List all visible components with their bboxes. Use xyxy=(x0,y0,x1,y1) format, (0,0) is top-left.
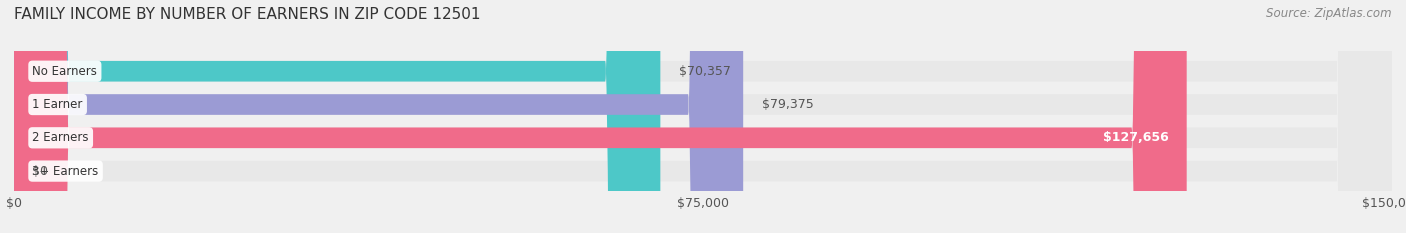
Text: No Earners: No Earners xyxy=(32,65,97,78)
Text: 2 Earners: 2 Earners xyxy=(32,131,89,144)
FancyBboxPatch shape xyxy=(14,0,1187,233)
Text: $79,375: $79,375 xyxy=(762,98,813,111)
FancyBboxPatch shape xyxy=(14,0,744,233)
Text: $127,656: $127,656 xyxy=(1102,131,1168,144)
FancyBboxPatch shape xyxy=(14,0,1392,233)
Text: 1 Earner: 1 Earner xyxy=(32,98,83,111)
FancyBboxPatch shape xyxy=(14,0,661,233)
Text: FAMILY INCOME BY NUMBER OF EARNERS IN ZIP CODE 12501: FAMILY INCOME BY NUMBER OF EARNERS IN ZI… xyxy=(14,7,481,22)
FancyBboxPatch shape xyxy=(14,0,1392,233)
FancyBboxPatch shape xyxy=(14,0,1392,233)
Text: $70,357: $70,357 xyxy=(679,65,731,78)
Text: 3+ Earners: 3+ Earners xyxy=(32,164,98,178)
Text: Source: ZipAtlas.com: Source: ZipAtlas.com xyxy=(1267,7,1392,20)
Text: $0: $0 xyxy=(32,164,48,178)
FancyBboxPatch shape xyxy=(14,0,1392,233)
